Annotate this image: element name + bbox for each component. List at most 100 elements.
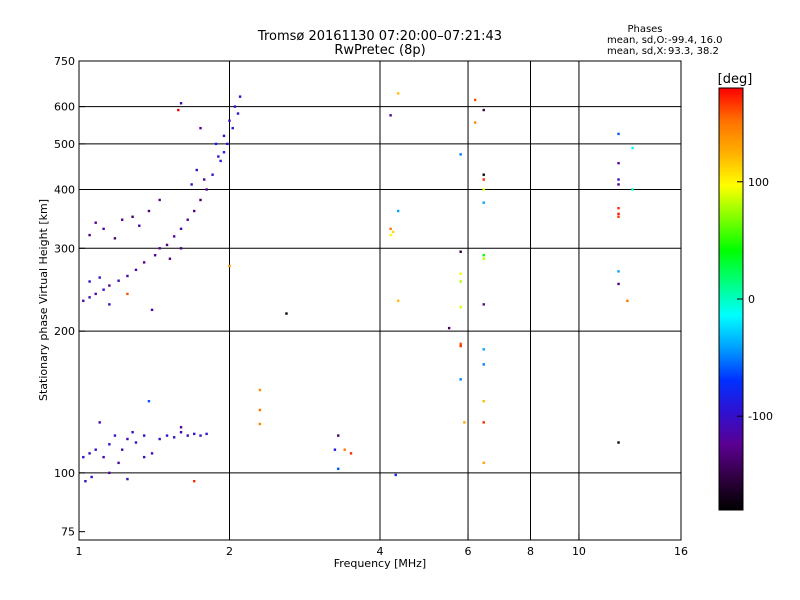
data-point: [108, 443, 111, 446]
data-point: [459, 272, 462, 275]
data-point: [117, 279, 120, 282]
data-point: [631, 188, 634, 191]
data-point: [459, 250, 462, 253]
data-point: [179, 247, 183, 250]
data-point: [617, 270, 620, 273]
data-point: [482, 173, 485, 176]
data-point: [199, 198, 202, 202]
data-point: [482, 421, 485, 424]
data-point: [120, 448, 124, 451]
data-point: [337, 434, 340, 437]
data-point: [108, 471, 111, 475]
data-point: [617, 178, 620, 181]
data-point: [482, 178, 485, 181]
data-point: [94, 221, 97, 224]
data-point: [172, 436, 176, 439]
data-point: [117, 461, 120, 465]
data-point: [617, 183, 620, 186]
data-point: [258, 388, 262, 392]
data-point: [231, 126, 234, 130]
data-point: [217, 155, 220, 158]
data-point: [617, 282, 620, 286]
data-point: [482, 257, 485, 260]
data-point: [138, 224, 141, 227]
data-point: [142, 261, 146, 264]
data-points: [82, 92, 634, 483]
x-axis-ticks: 1 2 4 6 8 10 16: [76, 534, 688, 558]
data-point: [88, 452, 91, 455]
data-point: [285, 312, 288, 315]
data-point: [98, 421, 101, 424]
data-point: [459, 280, 462, 283]
data-point: [102, 455, 105, 459]
data-point: [147, 399, 151, 403]
data-point: [113, 434, 117, 437]
x-tick-label: 10: [572, 545, 586, 558]
data-point: [482, 461, 485, 465]
y-tick-label: 75: [61, 526, 75, 539]
data-point: [482, 348, 485, 351]
data-point: [226, 142, 229, 146]
data-point: [205, 188, 208, 191]
data-point: [186, 434, 189, 437]
stats-o-values: -99.4, 16.0: [668, 35, 723, 46]
data-point: [142, 455, 146, 459]
data-point: [179, 102, 183, 105]
data-point: [397, 299, 400, 303]
y-axis-ticks: 75 100 200 300 400 500 600 750: [54, 55, 85, 539]
data-point: [102, 227, 105, 231]
data-point: [394, 473, 397, 477]
data-point: [158, 198, 161, 202]
y-tick-label: 100: [54, 467, 75, 480]
data-point: [391, 230, 395, 234]
data-point: [258, 422, 262, 426]
data-point: [120, 218, 124, 221]
data-point: [82, 299, 85, 303]
phase-stats: Phases mean, sd,O: -99.4, 16.0 mean, sd,…: [607, 24, 723, 57]
data-point: [134, 268, 138, 272]
data-point: [219, 159, 222, 163]
data-point: [617, 212, 620, 216]
data-point: [617, 215, 620, 218]
data-point: [482, 254, 485, 257]
data-point: [389, 233, 392, 237]
data-point: [397, 92, 400, 95]
data-point: [473, 121, 477, 124]
data-point: [102, 288, 105, 291]
data-point: [131, 431, 134, 434]
x-tick-label: 6: [465, 545, 472, 558]
x-axis-label: Frequency [MHz]: [334, 557, 426, 570]
data-point: [179, 426, 183, 429]
y-tick-label: 500: [54, 138, 75, 151]
data-point: [98, 276, 101, 279]
x-tick-label: 4: [377, 545, 384, 558]
data-point: [473, 98, 477, 102]
data-point: [113, 237, 117, 240]
x-tick-label: 2: [226, 545, 233, 558]
data-point: [177, 108, 180, 112]
data-point: [482, 363, 485, 366]
data-point: [150, 308, 154, 312]
data-point: [205, 432, 208, 436]
x-tick-label: 1: [76, 545, 83, 558]
data-point: [84, 479, 87, 483]
data-point: [617, 207, 620, 210]
data-point: [617, 132, 620, 136]
data-point: [222, 134, 226, 138]
colorbar-tick-label: 0: [748, 293, 755, 306]
data-point: [482, 188, 485, 191]
data-point: [186, 218, 189, 221]
data-point: [349, 452, 353, 455]
data-point: [108, 303, 111, 306]
data-point: [459, 153, 462, 156]
data-point: [165, 243, 169, 247]
data-point: [168, 257, 172, 260]
data-point: [131, 215, 134, 218]
chart-title: Tromsø 20161130 07:20:00–07:21:43: [257, 29, 502, 44]
y-tick-label: 400: [54, 183, 75, 196]
data-point: [88, 233, 91, 237]
data-point: [142, 434, 146, 437]
data-point: [459, 344, 462, 348]
data-point: [82, 455, 85, 459]
x-tick-label: 8: [527, 545, 534, 558]
